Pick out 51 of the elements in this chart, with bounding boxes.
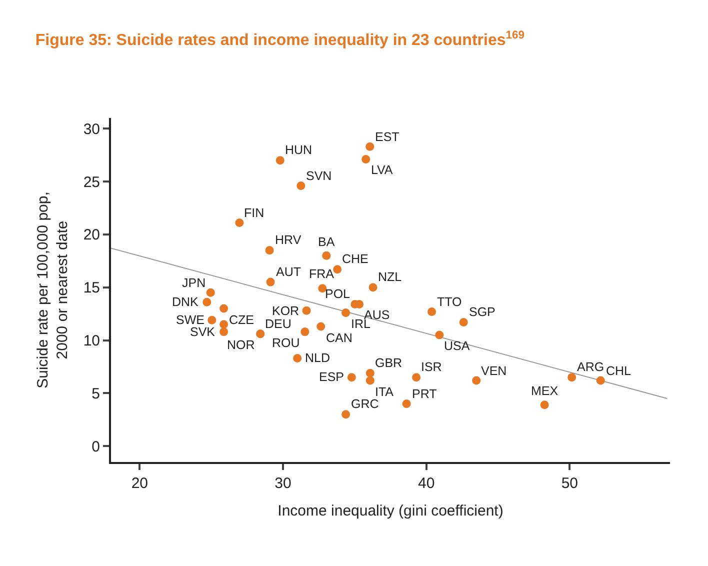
- annotation: KOR: [272, 304, 300, 318]
- annotation: GBR: [375, 356, 402, 370]
- annotation: CHL: [606, 364, 632, 378]
- annotation: AUS: [364, 308, 390, 322]
- annotation: GRC: [351, 397, 379, 411]
- annotation: HRV: [275, 233, 302, 247]
- annotation: CHE: [342, 252, 368, 266]
- annotation: ROU: [272, 336, 300, 350]
- annotation: FIN: [244, 206, 264, 220]
- y-tick-label: 25: [83, 174, 100, 191]
- annotation: PRT: [412, 387, 438, 401]
- annotation: DEU: [265, 317, 292, 331]
- annotation: SVN: [306, 169, 332, 183]
- annotation: BA: [318, 235, 336, 249]
- annotation: NLD: [305, 351, 330, 365]
- x-tick-label: 40: [418, 475, 435, 492]
- annotation: SWE: [176, 313, 204, 327]
- annotation: MEX: [531, 384, 559, 398]
- x-axis-title: Income inequality (gini coefficient): [278, 502, 504, 520]
- y-tick-label: 30: [83, 120, 100, 138]
- y-axis-title: Suicide rate per 100,000 pop, 2000 or nearest date: [34, 192, 72, 388]
- annotation: NZL: [378, 270, 402, 284]
- x-tick-label: 20: [131, 475, 148, 492]
- annotation: POL: [325, 287, 350, 301]
- x-tick-label: 30: [274, 475, 292, 492]
- annotation: SVK: [190, 325, 216, 339]
- annotation: SGP: [469, 305, 496, 319]
- y-tick-label: 20: [83, 226, 100, 244]
- annotation: CAN: [326, 331, 352, 345]
- annotation: VEN: [481, 364, 507, 378]
- annotation: AUT: [276, 265, 302, 279]
- annotation: ITA: [375, 385, 394, 399]
- y-tick-label: 0: [92, 438, 100, 456]
- annotation: CZE: [229, 313, 254, 327]
- chart-title: Figure 35: Suicide rates and income inequality in 23 countries$^{169}$: [35, 30, 524, 50]
- annotation: ARG: [577, 360, 604, 374]
- annotation: ISR: [421, 360, 442, 374]
- annotation: HUN: [285, 143, 312, 157]
- annotation: TTO: [437, 295, 462, 309]
- annotation: NOR: [227, 338, 255, 352]
- y-tick-label: 15: [83, 280, 100, 297]
- annotation: FRA: [309, 267, 335, 281]
- x-tick-label: 50: [561, 475, 578, 492]
- annotation: ESP: [319, 370, 344, 384]
- annotation: JPN: [182, 276, 206, 290]
- annotation: EST: [375, 130, 400, 144]
- y-tick-label: 5: [92, 385, 100, 402]
- annotation: DNK: [172, 295, 200, 309]
- y-tick-label: 10: [83, 332, 100, 350]
- annotation: USA: [444, 339, 470, 353]
- annotation: LVA: [371, 163, 394, 177]
